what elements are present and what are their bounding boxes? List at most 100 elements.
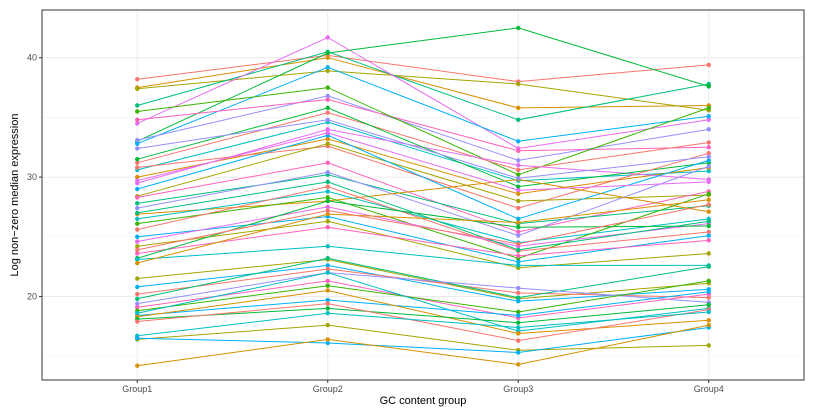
data-point (706, 251, 711, 256)
data-point (706, 105, 711, 111)
data-point (325, 204, 330, 210)
series-line (137, 280, 709, 313)
data-point (325, 184, 330, 189)
series-lines (135, 25, 711, 368)
data-point (516, 25, 521, 31)
data-point (135, 160, 140, 165)
series-line (137, 174, 709, 225)
data-point (516, 247, 521, 253)
data-point (135, 117, 140, 123)
series-line (137, 280, 709, 319)
data-point (325, 337, 330, 342)
series-line (137, 303, 709, 342)
data-point (706, 233, 711, 238)
data-point (706, 114, 711, 119)
data-point (706, 62, 711, 68)
data-point (325, 322, 330, 328)
y-axis-title: Log non−zero median expression (9, 114, 21, 277)
series-line (137, 57, 709, 109)
data-point (325, 288, 330, 293)
data-point (516, 148, 521, 154)
series-line (137, 27, 709, 142)
data-point (325, 65, 330, 70)
series-line (137, 289, 709, 335)
data-point (135, 247, 140, 253)
data-point (516, 162, 521, 168)
data-point (135, 239, 140, 244)
series-line (137, 200, 709, 259)
data-point (706, 278, 711, 284)
data-point (706, 164, 711, 169)
series-line (137, 186, 709, 252)
data-point (135, 301, 140, 306)
data-point (706, 322, 711, 328)
data-point (516, 233, 521, 238)
data-point (516, 191, 521, 197)
data-point (706, 229, 711, 235)
data-point (135, 257, 140, 262)
series-line (137, 190, 709, 244)
data-point (706, 202, 711, 207)
data-point (706, 145, 711, 150)
data-point (325, 130, 330, 136)
data-point (325, 160, 330, 165)
data-point (135, 291, 140, 297)
series-line (137, 134, 709, 220)
data-point (516, 309, 521, 315)
data-point (516, 167, 521, 173)
data-point (325, 208, 330, 213)
data-point (325, 85, 330, 90)
data-point (135, 276, 140, 281)
data-point (135, 86, 140, 91)
data-point (706, 140, 711, 145)
data-point (325, 110, 330, 115)
data-point (706, 191, 711, 197)
data-point (706, 127, 711, 132)
series-line (137, 66, 709, 145)
data-point (516, 139, 521, 144)
data-point (135, 77, 140, 82)
data-point (516, 188, 521, 193)
data-point (135, 296, 140, 302)
data-point (325, 97, 330, 102)
data-point (325, 301, 330, 306)
data-point (135, 205, 140, 211)
series-line (137, 327, 709, 354)
data-point (325, 117, 330, 123)
series-line (137, 272, 709, 305)
data-point (325, 244, 330, 249)
data-point (516, 176, 521, 181)
series-line (137, 199, 709, 264)
data-point (135, 234, 140, 239)
data-point (516, 205, 521, 211)
series-line (137, 165, 709, 237)
data-point (135, 141, 140, 146)
series-line (137, 206, 709, 247)
data-point (325, 211, 330, 217)
plot-panel-border (41, 9, 805, 381)
series-line (137, 311, 709, 337)
data-point (706, 295, 711, 300)
data-point (325, 263, 330, 268)
data-point (325, 50, 330, 56)
data-point (325, 170, 330, 175)
data-point (325, 127, 330, 132)
series-line (137, 54, 709, 83)
data-point (706, 154, 711, 160)
data-point (135, 251, 140, 256)
series-line (137, 258, 709, 300)
y-tick-label: 30 (27, 172, 37, 182)
data-point (516, 220, 521, 225)
data-point (135, 221, 140, 226)
series-line (137, 291, 709, 317)
data-point (516, 295, 521, 300)
x-axis-title: GC content group (380, 395, 467, 407)
data-point (516, 313, 521, 318)
series-line (137, 51, 709, 121)
series-line (137, 257, 709, 300)
data-point (325, 306, 330, 311)
data-point (325, 225, 330, 230)
data-point (325, 141, 330, 146)
series-line (137, 193, 709, 259)
data-point (706, 289, 711, 294)
